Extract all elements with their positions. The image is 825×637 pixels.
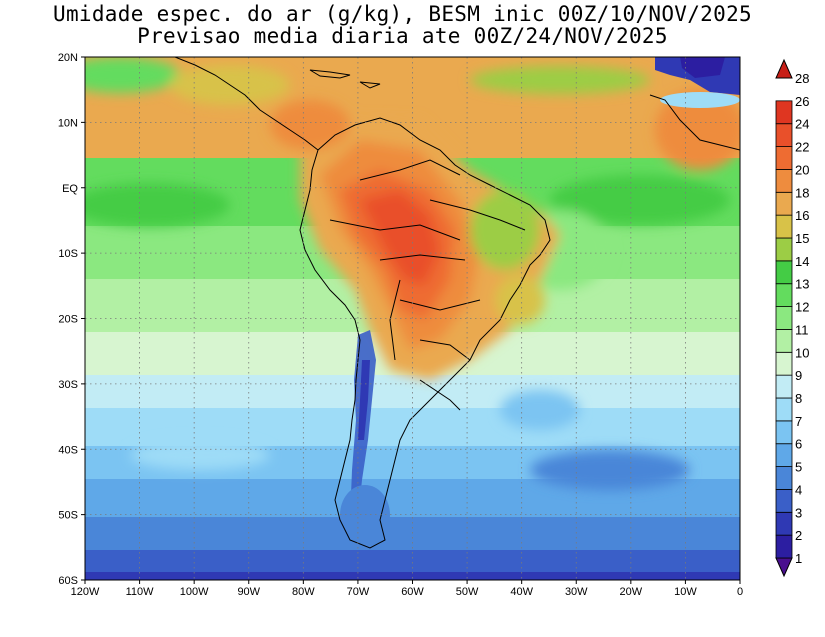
- colorbar-label: 22: [795, 140, 809, 155]
- colorbar-swatch: [775, 260, 793, 285]
- coastlines: [174, 57, 740, 549]
- colorbar-label: 24: [795, 117, 809, 132]
- lon-tick-label: 70W: [347, 586, 370, 598]
- lon-tick-label: 20W: [620, 586, 643, 598]
- lon-tick-label: 100W: [180, 586, 209, 598]
- lat-tick-label: 30S: [58, 379, 78, 391]
- lat-tick-label: 50S: [58, 510, 78, 522]
- colorbar-swatch: [775, 283, 793, 307]
- colorbar-label: 8: [795, 391, 802, 406]
- colorbar-swatch: [775, 420, 793, 445]
- lon-tick-label: 120W: [71, 586, 100, 598]
- colorbar-swatch: [775, 329, 793, 353]
- lon-tick-label: 50W: [456, 586, 479, 598]
- colorbar-label: 28: [795, 71, 809, 86]
- lat-tick-label: 20S: [58, 314, 78, 326]
- colorbar-label: 14: [795, 254, 809, 269]
- colorbar-swatch: [775, 351, 793, 376]
- lat-tick-label: 60S: [58, 575, 78, 587]
- colorbar-label: 15: [795, 231, 809, 246]
- colorbar-label: 7: [795, 414, 802, 429]
- colorbar-swatch: [775, 489, 793, 513]
- colorbar-label: 9: [795, 368, 802, 383]
- colorbar-label: 20: [795, 162, 809, 177]
- colorbar-label: 26: [795, 94, 809, 109]
- colorbar-label: 4: [795, 482, 802, 497]
- lat-tick-label: 20N: [58, 52, 78, 64]
- axis-labels: 120W 110W 100W 90W 80W 70W 60W 50W 40W 30W 20W 10W 0…: [58, 52, 743, 598]
- colorbar-label: 5: [795, 460, 802, 475]
- colorbar-swatch: [775, 511, 793, 536]
- lat-tick-label: 10S: [58, 248, 78, 260]
- colorbar-swatch: [775, 306, 793, 330]
- colorbar-label: 18: [795, 185, 809, 200]
- colorbar-label: 12: [795, 300, 809, 315]
- map-title-line1: Umidade espec. do ar (g/kg), BESM inic 0…: [53, 2, 752, 26]
- colorbar-label: 13: [795, 277, 809, 292]
- map-title-line2: Previsao media diaria ate 00Z/24/NOV/202…: [137, 24, 668, 48]
- colorbar-label: 6: [795, 437, 802, 452]
- colorbar-min-arrow: [775, 557, 793, 578]
- lon-tick-label: 90W: [237, 586, 260, 598]
- colorbar-swatch: [775, 534, 793, 559]
- lon-tick-label: 10W: [674, 586, 697, 598]
- colorbar-swatch: [775, 237, 793, 262]
- colorbar-label: 10: [795, 345, 809, 360]
- colorbar-label: 3: [795, 505, 802, 520]
- colorbar-swatch: [775, 397, 793, 422]
- humidity-field: [85, 57, 740, 580]
- lon-tick-label: 40W: [510, 586, 533, 598]
- lat-tick-label: EQ: [62, 183, 78, 195]
- colorbar-swatch: [775, 123, 793, 147]
- colorbar-swatch: [775, 374, 793, 399]
- lon-tick-label: 60W: [401, 586, 424, 598]
- lon-tick-label: 0: [737, 586, 743, 598]
- colorbar-swatch: [775, 100, 793, 125]
- colorbar-swatch: [775, 466, 793, 490]
- colorbar-swatch: [775, 191, 793, 216]
- lon-tick-label: 110W: [126, 586, 155, 598]
- colorbar-swatch: [775, 169, 793, 193]
- colorbar-label: 11: [795, 322, 809, 337]
- lat-tick-label: 40S: [58, 444, 78, 456]
- lat-tick-label: 10N: [58, 117, 78, 129]
- colorbar-label: 2: [795, 528, 802, 543]
- map-grid: [85, 57, 740, 580]
- colorbar-swatch: [775, 443, 793, 467]
- colorbar-max-arrow: [775, 58, 793, 79]
- colorbar-swatch: [775, 146, 793, 170]
- colorbar-label: 16: [795, 208, 809, 223]
- lon-tick-label: 80W: [292, 586, 315, 598]
- colorbar-swatch: [775, 214, 793, 239]
- lon-tick-label: 30W: [565, 586, 588, 598]
- colorbar-label: 1: [795, 551, 802, 566]
